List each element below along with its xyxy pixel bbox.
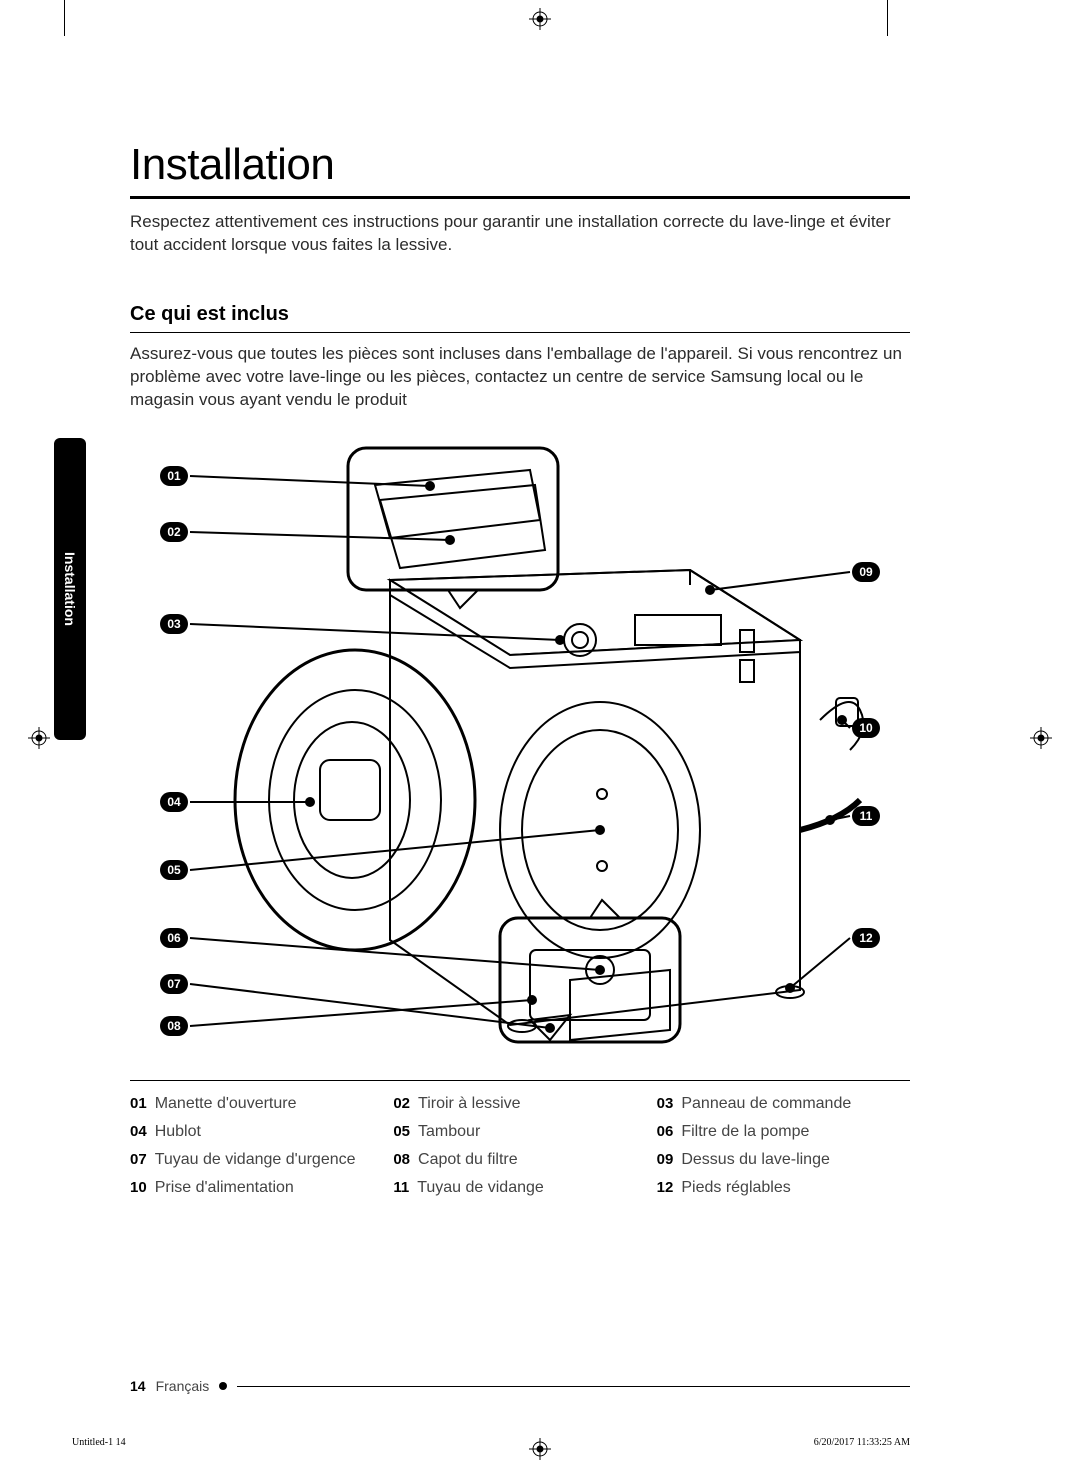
legend-item: 09 Dessus du lave-linge bbox=[657, 1151, 910, 1169]
legend-item-label: Capot du filtre bbox=[418, 1151, 518, 1169]
legend-item: 03 Panneau de commande bbox=[657, 1095, 910, 1113]
legend-item: 12 Pieds réglables bbox=[657, 1179, 910, 1197]
legend-item-label: Tuyau de vidange bbox=[417, 1179, 544, 1197]
section-paragraph: Assurez-vous que toutes les pièces sont … bbox=[130, 343, 910, 412]
legend-divider bbox=[130, 1080, 910, 1081]
legend-item-number: 02 bbox=[393, 1095, 410, 1112]
washing-machine-illustration bbox=[130, 430, 910, 1070]
legend-item-label: Filtre de la pompe bbox=[681, 1123, 809, 1141]
page-footer: 14 Français bbox=[130, 1378, 910, 1394]
legend-item: 07 Tuyau de vidange d'urgence bbox=[130, 1151, 383, 1169]
legend-item-number: 12 bbox=[657, 1179, 674, 1196]
callout-number: 12 bbox=[852, 928, 880, 948]
legend-item-number: 09 bbox=[657, 1151, 674, 1168]
page-number: 14 bbox=[130, 1378, 146, 1394]
legend-item: 01 Manette d'ouverture bbox=[130, 1095, 383, 1113]
page-content: Installation Respectez attentivement ces… bbox=[130, 140, 910, 1197]
footer-rule bbox=[237, 1386, 910, 1387]
section-tab-label: Installation bbox=[62, 552, 78, 626]
legend-item: 10 Prise d'alimentation bbox=[130, 1179, 383, 1197]
legend-item-label: Dessus du lave-linge bbox=[681, 1151, 830, 1169]
page-title: Installation bbox=[130, 140, 910, 199]
footer-dot-icon bbox=[219, 1382, 227, 1390]
print-meta-filename: Untitled-1 14 bbox=[72, 1437, 126, 1448]
legend-item-number: 03 bbox=[657, 1095, 674, 1112]
callout-number: 11 bbox=[852, 806, 880, 826]
legend-item-label: Tuyau de vidange d'urgence bbox=[155, 1151, 356, 1169]
callout-number: 10 bbox=[852, 718, 880, 738]
registration-mark-icon bbox=[529, 1438, 551, 1460]
intro-paragraph: Respectez attentivement ces instructions… bbox=[130, 211, 910, 257]
legend-item-number: 08 bbox=[393, 1151, 410, 1168]
legend-item: 11 Tuyau de vidange bbox=[393, 1179, 646, 1197]
section-tab: Installation bbox=[54, 438, 86, 740]
legend-item-label: Tiroir à lessive bbox=[418, 1095, 521, 1113]
callout-number: 07 bbox=[160, 974, 188, 994]
legend-item-label: Manette d'ouverture bbox=[155, 1095, 297, 1113]
legend-item-label: Panneau de commande bbox=[681, 1095, 851, 1113]
section-heading: Ce qui est inclus bbox=[130, 303, 910, 333]
legend-item: 05 Tambour bbox=[393, 1123, 646, 1141]
callout-number: 04 bbox=[160, 792, 188, 812]
legend-item-number: 01 bbox=[130, 1095, 147, 1112]
print-meta-timestamp: 6/20/2017 11:33:25 AM bbox=[814, 1437, 910, 1448]
legend-item-number: 06 bbox=[657, 1123, 674, 1140]
registration-mark-icon bbox=[529, 8, 551, 30]
legend-item-number: 10 bbox=[130, 1179, 147, 1196]
legend-item: 08 Capot du filtre bbox=[393, 1151, 646, 1169]
legend-item-number: 07 bbox=[130, 1151, 147, 1168]
legend-item-number: 11 bbox=[393, 1179, 409, 1196]
legend-item: 06 Filtre de la pompe bbox=[657, 1123, 910, 1141]
legend-item: 04 Hublot bbox=[130, 1123, 383, 1141]
registration-mark-icon bbox=[1030, 727, 1052, 749]
callout-number: 03 bbox=[160, 614, 188, 634]
legend-item-label: Pieds réglables bbox=[681, 1179, 790, 1197]
legend-item-label: Prise d'alimentation bbox=[155, 1179, 294, 1197]
registration-mark-icon bbox=[28, 727, 50, 749]
page-language: Français bbox=[156, 1378, 210, 1394]
callout-number: 02 bbox=[160, 522, 188, 542]
legend-item-label: Hublot bbox=[155, 1123, 201, 1141]
callout-number: 06 bbox=[160, 928, 188, 948]
callout-number: 09 bbox=[852, 562, 880, 582]
callout-number: 01 bbox=[160, 466, 188, 486]
callout-number: 08 bbox=[160, 1016, 188, 1036]
product-diagram: 01 02 03 04 05 06 07 08 09 10 11 12 bbox=[130, 430, 910, 1070]
legend-item-label: Tambour bbox=[418, 1123, 480, 1141]
callout-number: 05 bbox=[160, 860, 188, 880]
legend-item: 02 Tiroir à lessive bbox=[393, 1095, 646, 1113]
legend-item-number: 05 bbox=[393, 1123, 410, 1140]
parts-legend: 01Manette d'ouverture02Tiroir à lessive0… bbox=[130, 1095, 910, 1197]
legend-item-number: 04 bbox=[130, 1123, 147, 1140]
